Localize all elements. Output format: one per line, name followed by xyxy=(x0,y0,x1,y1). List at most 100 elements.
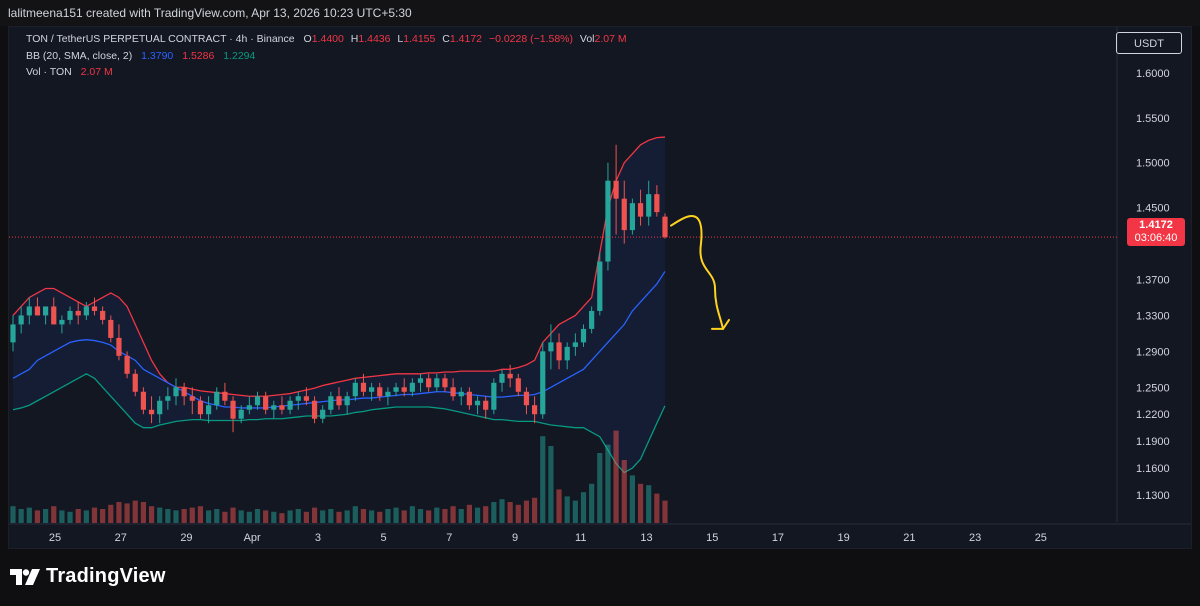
candle-body xyxy=(474,400,481,406)
x-tick-label: 15 xyxy=(706,532,718,544)
candle-body xyxy=(173,387,179,397)
volume-bar xyxy=(458,509,464,523)
volume-bar xyxy=(662,500,668,523)
volume-bar xyxy=(483,506,489,523)
candle-body xyxy=(580,328,587,343)
volume-bar xyxy=(140,502,146,523)
candle-body xyxy=(426,378,432,388)
volume-bar xyxy=(360,509,367,523)
bb-legend-row: BB (20, SMA, close, 2) 1.3790 1.5286 1.2… xyxy=(26,50,255,62)
candle-body xyxy=(238,409,244,419)
volume-bar xyxy=(320,510,326,523)
volume-bar xyxy=(238,510,244,523)
candle-body xyxy=(320,409,326,419)
candle-body xyxy=(157,400,163,415)
candle-body xyxy=(377,387,383,397)
candle-body xyxy=(287,400,293,410)
volume-bar xyxy=(206,510,212,523)
bb-upper-line xyxy=(12,136,666,397)
volume-label: Vol xyxy=(579,33,595,45)
candle-body xyxy=(360,382,367,392)
candle-body xyxy=(311,400,318,419)
candle-body xyxy=(59,319,65,325)
close-label: C xyxy=(442,33,450,45)
candle-body xyxy=(605,180,611,262)
vol-indicator-label: Vol · TON xyxy=(26,66,72,78)
x-tick-label: 3 xyxy=(315,532,321,544)
volume-bar xyxy=(214,509,220,523)
volume-bar xyxy=(401,510,407,523)
symbol-name: TON / TetherUS PERPETUAL CONTRACT · 4h ·… xyxy=(26,33,295,45)
attribution-text: lalitmeena151 created with TradingView.c… xyxy=(8,6,412,20)
candle-body xyxy=(499,373,505,383)
volume-bar xyxy=(26,507,32,523)
candle-body xyxy=(450,387,456,397)
candle-body xyxy=(100,310,106,320)
volume-bar xyxy=(466,504,472,523)
volume-bar xyxy=(417,509,424,523)
candle-body xyxy=(556,342,562,361)
x-tick-label: 25 xyxy=(49,532,61,544)
volume-bar xyxy=(59,510,65,523)
candle-body xyxy=(222,391,228,401)
candle-body xyxy=(515,378,521,392)
bb-label: BB (20, SMA, close, 2) xyxy=(26,50,133,62)
chart-pane[interactable]: 1.6000 1.5500 1.5000 1.4500 1.3700 1.3300 1.29… xyxy=(8,26,1192,549)
candle-body xyxy=(621,198,627,231)
candle-body xyxy=(132,373,138,392)
candle-body xyxy=(646,194,652,217)
volume-bar xyxy=(654,493,660,523)
candle-body xyxy=(401,387,407,392)
candle-body xyxy=(572,342,578,347)
volume-value: 2.07 M xyxy=(594,33,627,45)
y-tick-label: 1.5500 xyxy=(1136,113,1170,125)
low-label: L xyxy=(397,33,404,45)
volume-bar xyxy=(597,453,603,523)
volume-bar xyxy=(336,511,342,523)
volume-bar xyxy=(621,460,627,523)
symbol-legend-row: TON / TetherUS PERPETUAL CONTRACT · 4h ·… xyxy=(26,33,627,45)
y-tick-label: 1.1600 xyxy=(1136,463,1170,475)
candle-body xyxy=(189,396,195,401)
volume-bar xyxy=(303,511,309,523)
x-tick-label: 19 xyxy=(838,532,850,544)
candle-body xyxy=(230,400,236,419)
volume-bar xyxy=(646,485,652,523)
currency-button[interactable]: USDT xyxy=(1116,32,1182,54)
volume-legend-row: Vol · TON 2.07 M xyxy=(26,66,113,78)
volume-bar xyxy=(246,511,252,523)
volume-bar xyxy=(230,507,236,523)
y-tick-label: 1.3300 xyxy=(1136,310,1170,322)
volume-bar xyxy=(532,497,538,523)
candle-body xyxy=(352,382,358,397)
candle-body xyxy=(181,387,187,397)
y-tick-label: 1.3700 xyxy=(1136,275,1170,287)
price-chart[interactable]: 1.6000 1.5500 1.5000 1.4500 1.3700 1.3300 1.29… xyxy=(9,27,1191,548)
volume-bar xyxy=(442,509,448,523)
volume-bar xyxy=(548,446,554,523)
candle-body xyxy=(124,355,130,374)
volume-bar xyxy=(409,506,415,523)
last-price-value: 1.4172 xyxy=(1139,219,1173,231)
volume-bar xyxy=(605,444,611,523)
x-tick-label: 5 xyxy=(381,532,387,544)
volume-bar xyxy=(100,509,106,523)
volume-bar xyxy=(165,509,171,523)
volume-bar xyxy=(116,502,122,523)
volume-bar xyxy=(564,496,570,523)
candle-body xyxy=(148,409,155,415)
volume-bar xyxy=(124,503,130,523)
candle-body xyxy=(434,378,440,388)
candle-body xyxy=(393,387,399,392)
volume-bar xyxy=(393,507,399,523)
candle-body xyxy=(263,396,269,410)
x-tick-label: 25 xyxy=(1035,532,1047,544)
volume-bar xyxy=(51,506,57,523)
annotation-arrowhead xyxy=(711,318,730,330)
candle-body xyxy=(344,396,350,406)
candle-body xyxy=(637,203,644,217)
vol-indicator-value: 2.07 M xyxy=(80,66,113,78)
volume-bar xyxy=(287,510,293,523)
volume-bar xyxy=(556,489,562,523)
candle-body xyxy=(523,391,530,406)
